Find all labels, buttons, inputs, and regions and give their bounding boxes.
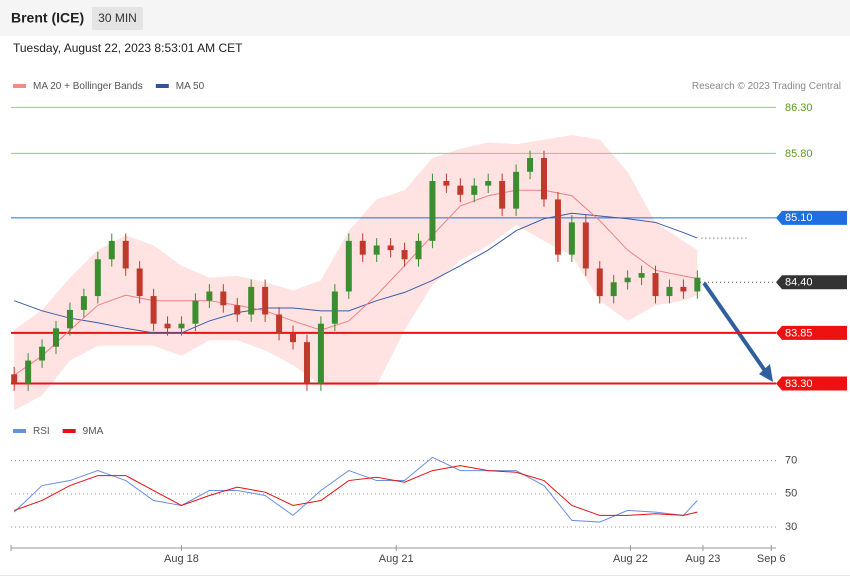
candle-body: [345, 240, 352, 292]
y-tick-label: 70: [785, 455, 797, 467]
candle-body: [638, 273, 645, 278]
candle-body: [94, 259, 101, 297]
legend-swatch: [62, 429, 76, 433]
timestamp: Tuesday, August 22, 2023 8:53:01 AM CET: [13, 41, 243, 55]
y-tick-label: 85.10: [785, 212, 813, 224]
candle-body: [373, 245, 380, 255]
x-tick-label: Aug 18: [164, 553, 199, 565]
candle-body: [652, 273, 659, 297]
candle-body: [262, 286, 269, 315]
candle-body: [499, 181, 506, 209]
level-tag: [776, 275, 847, 290]
candle-body: [582, 222, 589, 269]
candle-body: [164, 323, 171, 329]
candle-body: [80, 296, 87, 310]
candle-body: [317, 323, 324, 384]
bollinger-band: [14, 134, 698, 411]
rsi-line: [14, 465, 698, 516]
y-tick-label: 83.85: [785, 327, 813, 339]
legend-swatch: [155, 84, 169, 88]
level-tag: [776, 376, 847, 391]
candle-body: [680, 286, 687, 292]
credit: Research © 2023 Trading Central: [692, 81, 841, 92]
y-tick-label: 83.30: [785, 378, 813, 390]
candle-body: [108, 240, 115, 260]
candle-body: [150, 296, 157, 324]
candle-body: [192, 300, 199, 324]
candle-body: [303, 342, 310, 384]
rsi-line: [13, 456, 698, 523]
candle-body: [666, 286, 673, 297]
timeframe-badge: [92, 7, 143, 30]
candle-body: [39, 346, 46, 361]
candle-body: [178, 323, 185, 329]
timeframe: 30 MIN: [98, 11, 137, 25]
candle-body: [276, 314, 283, 333]
candle-body: [220, 291, 227, 306]
candle-body: [66, 309, 73, 329]
candle-body: [429, 181, 436, 241]
level-tag: [776, 210, 847, 225]
candle-body: [596, 268, 603, 297]
y-tick-label: 30: [785, 521, 797, 533]
legend-label: 9MA: [83, 426, 104, 437]
candle-body: [11, 374, 18, 384]
candle-body: [206, 291, 213, 301]
candle-body: [610, 282, 617, 297]
ma20-line: [13, 189, 698, 376]
ma50-line: [14, 212, 698, 334]
candle-body: [415, 240, 422, 260]
candle-body: [457, 185, 464, 195]
candle-body: [248, 286, 255, 315]
legend-label: MA 50: [176, 81, 205, 92]
x-tick-label: Sep 6: [757, 553, 786, 565]
forecast-arrow: [702, 281, 772, 380]
candle-body: [25, 360, 32, 384]
candle-body: [513, 171, 520, 209]
candle-body: [471, 185, 478, 195]
y-tick-label: 50: [785, 488, 797, 500]
legend-label: RSI: [33, 426, 50, 437]
legend-label: MA 20 + Bollinger Bands: [33, 81, 143, 92]
candle-body: [485, 181, 492, 186]
candle-body: [624, 277, 631, 283]
level-tag: [776, 325, 847, 340]
x-tick-label: Aug 21: [379, 553, 414, 565]
candle-body: [540, 157, 547, 200]
candle-body: [527, 157, 534, 172]
y-tick-label: 85.80: [785, 148, 813, 160]
candle-body: [53, 328, 60, 347]
legend-swatch: [13, 84, 26, 88]
candle-body: [234, 305, 241, 315]
candle-body: [359, 240, 366, 255]
forecast-arrow-head: [759, 364, 773, 382]
x-tick-label: Aug 22: [613, 553, 648, 565]
candle-body: [554, 199, 561, 255]
candle-body: [290, 332, 297, 343]
candle-body: [331, 291, 338, 324]
y-tick-label: 84.40: [785, 277, 813, 289]
candle-body: [136, 268, 143, 297]
candle-body: [401, 250, 408, 260]
instrument-title: Brent (ICE): [11, 10, 84, 26]
candle-body: [443, 181, 450, 186]
candle-body: [568, 222, 575, 255]
y-tick-label: 86.30: [785, 102, 813, 114]
x-tick-label: Aug 23: [685, 553, 720, 565]
candle-body: [694, 277, 701, 292]
candle-body: [387, 245, 394, 251]
candle-body: [122, 240, 129, 269]
legend-swatch: [13, 429, 26, 433]
